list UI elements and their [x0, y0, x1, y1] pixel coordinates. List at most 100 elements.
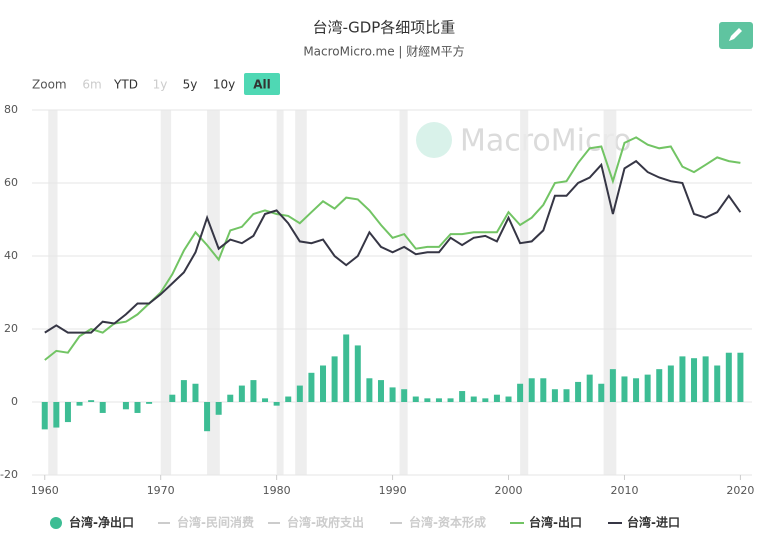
recession-band [603, 110, 617, 475]
legend-label[interactable]: 台湾-资本形成 [409, 515, 486, 530]
recession-band [276, 110, 284, 475]
recession-band [520, 110, 529, 475]
bar [262, 398, 269, 402]
bar [192, 383, 199, 402]
bar [99, 402, 106, 413]
x-tick-label: 1980 [263, 484, 291, 497]
y-tick-label: 40 [4, 249, 18, 262]
bar [169, 394, 176, 402]
zoom-button[interactable]: 10y [213, 78, 235, 92]
bar [134, 402, 141, 413]
y-tick-label: -20 [0, 468, 18, 481]
legend-label[interactable]: 台湾-政府支出 [287, 515, 364, 530]
recession-band [295, 110, 307, 475]
bar [204, 402, 211, 432]
bar [575, 381, 582, 402]
bar [528, 378, 535, 402]
bar [691, 358, 698, 402]
legend-label[interactable]: 台湾-民间消费 [177, 515, 254, 530]
bar [146, 402, 153, 404]
zoom-button-bg [244, 73, 280, 95]
bar [273, 402, 280, 406]
edit-icon [729, 28, 742, 41]
bar [656, 369, 663, 402]
bar [308, 372, 315, 402]
x-tick-label: 1990 [379, 484, 407, 497]
legend-label[interactable]: 台湾-出口 [529, 515, 582, 530]
bar [551, 389, 558, 402]
bar [725, 352, 732, 402]
bar [366, 378, 373, 402]
zoom-button[interactable]: All [253, 78, 271, 92]
line [44, 136, 741, 361]
bar [621, 376, 628, 402]
recession-band [160, 110, 172, 475]
x-tick-label: 2010 [610, 484, 638, 497]
bar [401, 389, 408, 402]
bar [343, 334, 350, 402]
y-tick-label: 0 [11, 395, 18, 408]
bar [598, 383, 605, 402]
bar [470, 396, 477, 402]
bar [122, 402, 129, 410]
zoom-label: Zoom [32, 78, 67, 92]
bar [53, 402, 60, 428]
bar [609, 369, 616, 402]
bar [714, 365, 721, 402]
zoom-button[interactable]: 1y [153, 78, 168, 92]
bar [667, 365, 674, 402]
line [44, 159, 742, 334]
bar [702, 356, 709, 402]
bar [586, 374, 593, 402]
bar [88, 400, 95, 402]
zoom-button[interactable]: 5y [183, 78, 198, 92]
x-tick-label: 1960 [31, 484, 59, 497]
zoom-button[interactable]: YTD [113, 78, 138, 92]
chart-title: 台湾-GDP各细项比重 [313, 19, 456, 37]
x-tick-label: 2020 [726, 484, 754, 497]
x-tick-label: 1970 [147, 484, 175, 497]
bar [64, 402, 71, 423]
y-tick-label: 60 [4, 176, 18, 189]
bar [447, 398, 454, 402]
y-tick-label: 80 [4, 103, 18, 116]
recession-band [207, 110, 220, 475]
bar [227, 394, 234, 402]
recession-band [48, 110, 58, 475]
bar [435, 398, 442, 402]
bar [354, 345, 361, 402]
bar [389, 387, 396, 402]
bar [633, 378, 640, 402]
recession-band [399, 110, 408, 475]
bar [424, 398, 431, 402]
zoom-button[interactable]: 6m [82, 78, 101, 92]
bar [493, 394, 500, 402]
bar [412, 396, 419, 402]
bar [644, 374, 651, 402]
bar [76, 402, 83, 406]
x-tick-label: 2000 [495, 484, 523, 497]
watermark-logo [416, 122, 452, 158]
bar [250, 380, 257, 402]
bar [377, 380, 384, 402]
bar [296, 385, 303, 402]
bar [517, 383, 524, 402]
bar [563, 389, 570, 402]
bar [540, 378, 547, 402]
bar [41, 402, 48, 430]
legend-label[interactable]: 台湾-进口 [627, 515, 680, 530]
bar [215, 402, 222, 415]
bar [459, 391, 466, 402]
legend-label[interactable]: 台湾-净出口 [69, 515, 134, 530]
bar [737, 352, 744, 402]
bar [320, 365, 327, 402]
y-tick-label: 20 [4, 322, 18, 335]
bar [679, 356, 686, 402]
chart-subtitle: MacroMicro.me | 财經M平方 [303, 44, 464, 59]
bar [505, 396, 512, 402]
bar [331, 356, 338, 402]
bar [180, 380, 187, 402]
bar [238, 385, 245, 402]
legend-symbol [50, 517, 62, 529]
